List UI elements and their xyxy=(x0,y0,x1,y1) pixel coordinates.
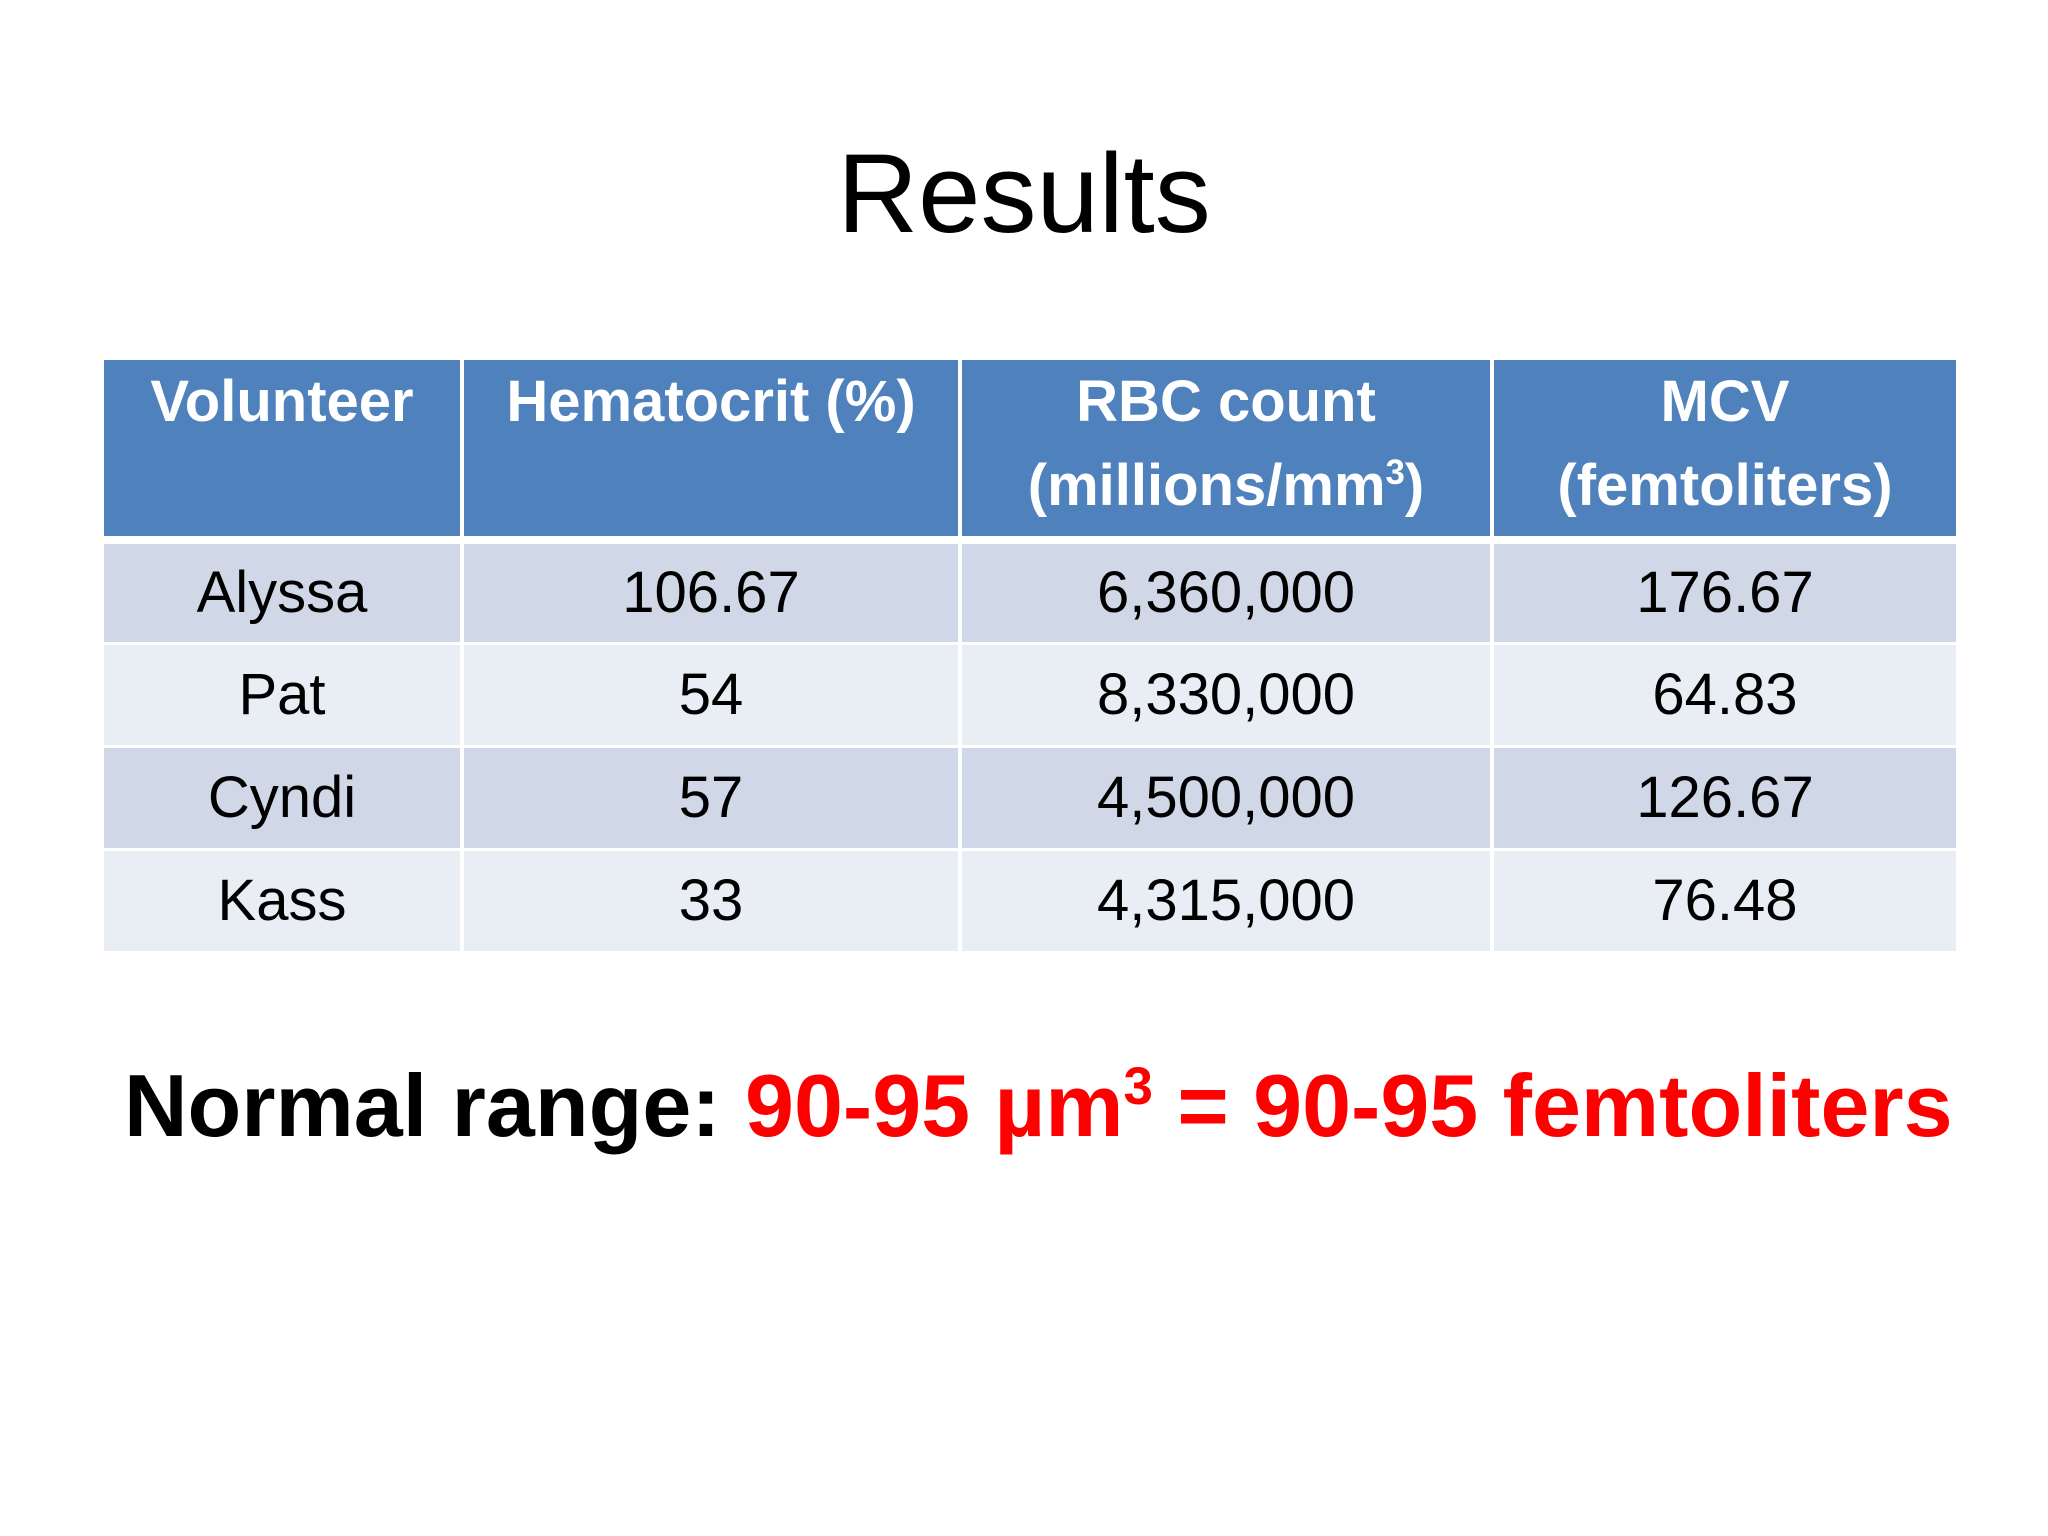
normal-range-value: 90-95 µm3 = 90-95 femtoliters xyxy=(745,1056,1953,1155)
header-volunteer: Volunteer xyxy=(104,360,464,544)
cell-mcv: 76.48 xyxy=(1492,849,1956,954)
normal-range-value-end: = 90-95 femtoliters xyxy=(1152,1056,1953,1155)
cell-volunteer: Pat xyxy=(104,643,464,748)
slide-title: Results xyxy=(837,131,1211,256)
cell-mcv: 64.83 xyxy=(1492,643,1956,748)
header-mcv-unit: (femtoliters) xyxy=(1557,453,1893,518)
header-rbc-count-label: RBC count xyxy=(1076,369,1376,434)
normal-range-value-start: 90-95 µm xyxy=(745,1056,1124,1155)
header-volunteer-label: Volunteer xyxy=(150,369,414,434)
cell-rbc-count: 8,330,000 xyxy=(960,643,1494,748)
cell-volunteer: Alyssa xyxy=(104,540,464,645)
cell-hematocrit: 33 xyxy=(462,849,962,954)
normal-range-superscript: 3 xyxy=(1123,1057,1153,1117)
cell-volunteer: Cyndi xyxy=(104,746,464,851)
header-rbc-count-unit: (millions/mm3) xyxy=(1028,453,1424,518)
header-rbc-unit-superscript: 3 xyxy=(1385,453,1405,493)
cell-rbc-count: 6,360,000 xyxy=(960,540,1494,645)
header-rbc-count: RBC count (millions/mm3) xyxy=(960,360,1494,544)
cell-rbc-count: 4,315,000 xyxy=(960,849,1494,954)
normal-range-label: Normal range: xyxy=(124,1056,746,1155)
normal-range-note: Normal range: 90-95 µm3 = 90-95 femtolit… xyxy=(124,1048,2004,1177)
cell-rbc-count: 4,500,000 xyxy=(960,746,1494,851)
results-table: Volunteer Hematocrit (%) RBC count (mill… xyxy=(104,360,1956,954)
table-header-row: Volunteer Hematocrit (%) RBC count (mill… xyxy=(104,360,1956,544)
cell-hematocrit: 54 xyxy=(462,643,962,748)
cell-hematocrit: 57 xyxy=(462,746,962,851)
table-row: Cyndi 57 4,500,000 126.67 xyxy=(104,746,1956,851)
header-rbc-unit-close: ) xyxy=(1404,453,1425,518)
header-rbc-unit-text: (millions/mm xyxy=(1027,453,1386,518)
cell-mcv: 126.67 xyxy=(1492,746,1956,851)
table-row: Kass 33 4,315,000 76.48 xyxy=(104,849,1956,954)
cell-hematocrit: 106.67 xyxy=(462,540,962,645)
table-row: Pat 54 8,330,000 64.83 xyxy=(104,643,1956,748)
table-row: Alyssa 106.67 6,360,000 176.67 xyxy=(104,540,1956,645)
header-hematocrit: Hematocrit (%) xyxy=(462,360,962,544)
cell-mcv: 176.67 xyxy=(1492,540,1956,645)
header-mcv-label: MCV xyxy=(1660,369,1790,434)
header-hematocrit-label: Hematocrit (%) xyxy=(506,369,916,434)
header-mcv: MCV (femtoliters) xyxy=(1492,360,1956,544)
cell-volunteer: Kass xyxy=(104,849,464,954)
